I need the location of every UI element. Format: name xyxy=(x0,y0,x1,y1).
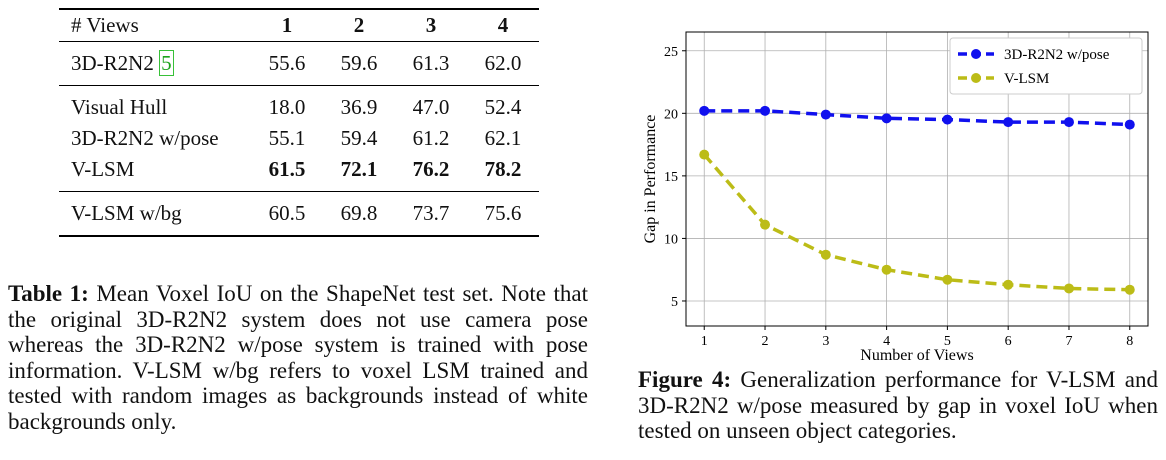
chart-series xyxy=(699,105,1135,295)
x-axis-label: Number of Views xyxy=(860,347,973,362)
data-point xyxy=(820,109,831,120)
legend-label: V-LSM xyxy=(1004,71,1049,87)
chart-ticks: 1 2 3 4 5 6 7 8 5 10 15 20 25 xyxy=(664,45,1133,349)
data-point xyxy=(1124,284,1135,295)
table-cell: 72.1 xyxy=(340,157,378,181)
data-point xyxy=(1063,117,1074,128)
table-cell: 59.6 xyxy=(323,41,395,86)
citation-link[interactable]: 5 xyxy=(159,50,174,76)
table-row: V-LSM w/bg 60.5 69.8 73.7 75.6 xyxy=(59,191,539,237)
figure-caption-text: Generalization performance for V-LSM and… xyxy=(638,367,1158,443)
table-caption-text: Mean Voxel IoU on the ShapeNet test set.… xyxy=(8,281,589,434)
plot-frame xyxy=(685,31,1149,327)
table-row-name: Visual Hull xyxy=(59,85,251,123)
data-point xyxy=(699,105,710,116)
x-tick-label: 1 xyxy=(701,334,708,349)
data-point xyxy=(881,264,892,275)
table-row: 3D-R2N2 w/pose 55.1 59.4 61.2 62.1 xyxy=(59,123,539,154)
chart-legend: 3D-R2N2 w/pose V-LSM xyxy=(949,37,1143,95)
y-tick-label: 10 xyxy=(664,232,678,247)
x-tick-label: 2 xyxy=(762,334,769,349)
table-row: V-LSM 61.5 72.1 76.2 78.2 xyxy=(59,154,539,192)
data-point xyxy=(820,249,831,260)
table-header-views: # Views xyxy=(59,8,251,42)
table-header-cell: 3 xyxy=(395,8,467,42)
table-cell: 52.4 xyxy=(467,85,539,123)
data-point xyxy=(881,113,892,124)
table-header-cell: 4 xyxy=(467,8,539,42)
y-tick-label: 5 xyxy=(671,295,678,310)
table-row-name: V-LSM xyxy=(71,157,135,181)
x-tick-label: 5 xyxy=(944,334,951,349)
data-point xyxy=(760,219,771,230)
figure-caption-label: Figure 4: xyxy=(638,367,732,392)
table-caption: Table 1: Mean Voxel IoU on the ShapeNet … xyxy=(8,281,588,434)
table-header-row: # Views 1 2 3 4 xyxy=(59,8,539,42)
table-cell: 60.5 xyxy=(251,191,323,237)
table-cell: 76.2 xyxy=(412,157,450,181)
series-line-2 xyxy=(702,153,1130,292)
table-cell: 61.2 xyxy=(412,126,450,150)
x-tick-label: 6 xyxy=(1005,334,1012,349)
legend-swatch-marker xyxy=(971,73,981,83)
table-cell: 62.1 xyxy=(484,126,522,150)
legend-box xyxy=(949,37,1143,95)
table-row-name: 3D-R2N2 5 xyxy=(59,41,251,86)
results-table-container: # Views 1 2 3 4 3D-R2N2 5 55.6 59.6 61.3… xyxy=(59,8,539,237)
table-row-name: 3D-R2N2 w/pose xyxy=(71,126,219,150)
y-tick-label: 25 xyxy=(664,45,678,60)
legend-swatch-marker xyxy=(971,49,981,59)
table-cell: 73.7 xyxy=(395,191,467,237)
y-tick-label: 20 xyxy=(664,107,678,122)
data-point xyxy=(1003,117,1014,128)
table-cell: 55.1 xyxy=(268,126,306,150)
gap-performance-chart: 1 2 3 4 5 6 7 8 5 10 15 20 25 Number of Views Gap in… xyxy=(642,31,1149,362)
table-cell: 61.5 xyxy=(268,157,306,181)
data-point xyxy=(942,114,953,125)
y-axis-label: Gap in Performance xyxy=(642,115,659,244)
table-cell: 78.2 xyxy=(484,157,522,181)
x-tick-label: 8 xyxy=(1126,334,1133,349)
table-cell: 36.9 xyxy=(323,85,395,123)
method-name: 3D-R2N2 xyxy=(71,51,154,75)
data-point xyxy=(1003,279,1014,290)
table-cell: 69.8 xyxy=(323,191,395,237)
table-row: Visual Hull 18.0 36.9 47.0 52.4 xyxy=(59,85,539,123)
data-point xyxy=(942,274,953,285)
table-cell: 47.0 xyxy=(395,85,467,123)
table-cell: 75.6 xyxy=(467,191,539,237)
table-row-name: V-LSM w/bg xyxy=(59,191,251,237)
figure-caption: Figure 4: Generalization performance for… xyxy=(638,367,1158,444)
table-cell: 55.6 xyxy=(251,41,323,86)
table-cell: 18.0 xyxy=(251,85,323,123)
table-cell: 61.3 xyxy=(395,41,467,86)
table-header-cell: 2 xyxy=(323,8,395,42)
data-point xyxy=(1124,119,1135,130)
table-cell: 62.0 xyxy=(467,41,539,86)
legend-label: 3D-R2N2 w/pose xyxy=(1004,47,1110,63)
series-line-1 xyxy=(704,109,1130,127)
data-point xyxy=(1063,283,1074,294)
x-tick-label: 7 xyxy=(1065,334,1072,349)
x-tick-label: 3 xyxy=(822,334,829,349)
x-tick-label: 4 xyxy=(883,334,890,349)
y-tick-label: 15 xyxy=(664,170,678,185)
table-row: 3D-R2N2 5 55.6 59.6 61.3 62.0 xyxy=(59,41,539,86)
table-cell: 59.4 xyxy=(340,126,378,150)
table-caption-label: Table 1: xyxy=(8,281,89,306)
data-point xyxy=(699,149,710,160)
table-header-cell: 1 xyxy=(251,8,323,42)
data-point xyxy=(760,105,771,116)
results-table: # Views 1 2 3 4 3D-R2N2 5 55.6 59.6 61.3… xyxy=(59,8,539,237)
